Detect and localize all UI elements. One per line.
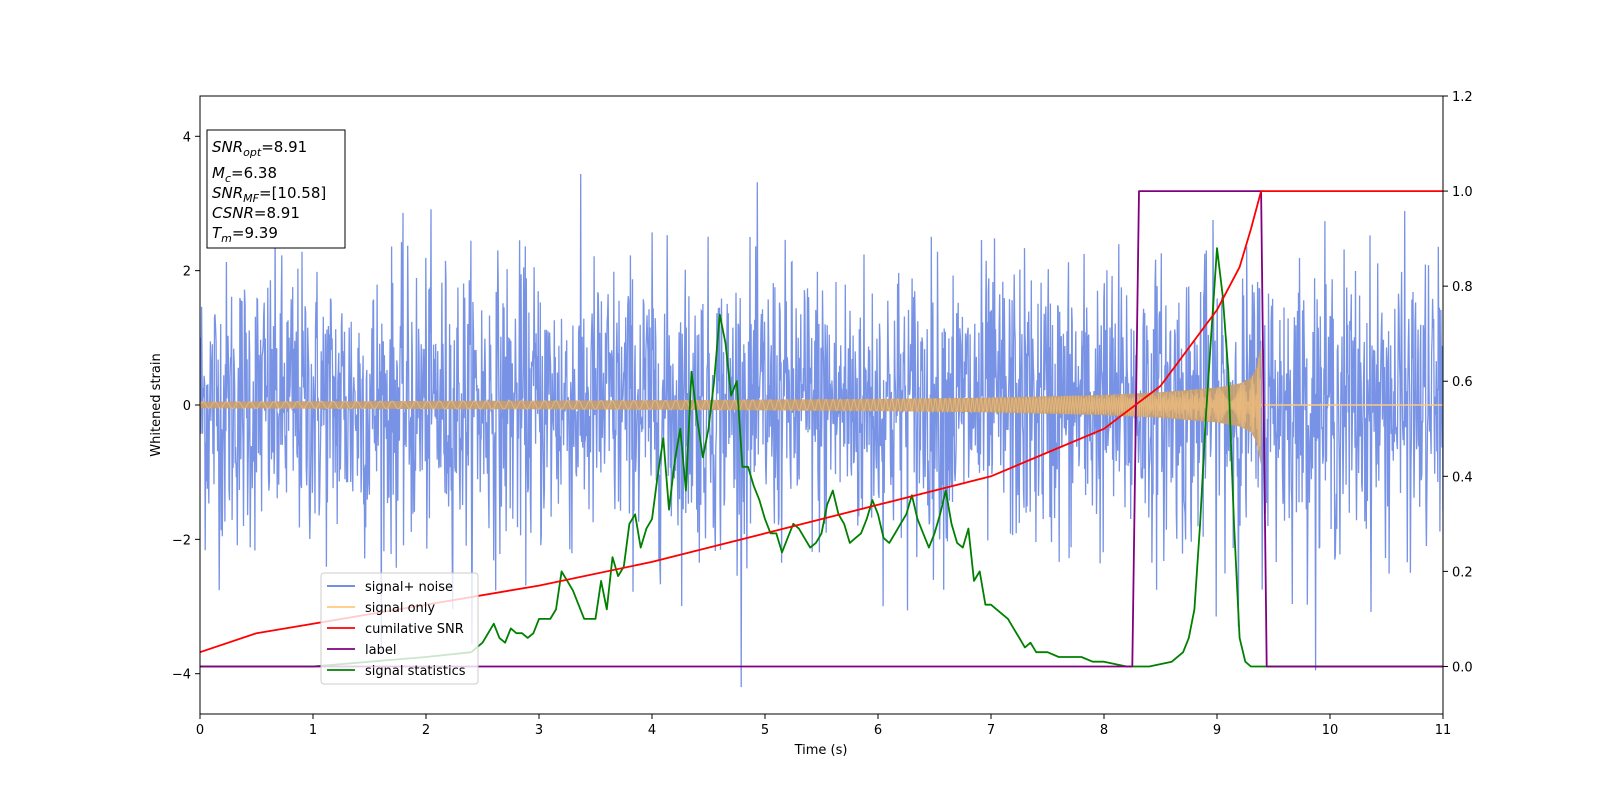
legend-label: signal only <box>365 601 435 616</box>
legend-label: label <box>365 643 396 658</box>
x-tick-label: 10 <box>1322 723 1339 738</box>
legend: signal+ noise signal only cumilative SNR la… <box>320 572 479 685</box>
x-tick-label: 2 <box>422 723 430 738</box>
annotation-value: =8.91 <box>261 138 307 156</box>
series-signal-plus-noise <box>200 173 1443 688</box>
x-tick-label: 5 <box>761 723 769 738</box>
y-axis-left: −4 −2 0 2 4 <box>172 130 200 683</box>
x-tick-label: 8 <box>1100 723 1108 738</box>
y-right-tick-label: 0.8 <box>1452 280 1473 295</box>
y-right-tick-label: 0.2 <box>1452 565 1473 580</box>
x-tick-label: 11 <box>1435 723 1452 738</box>
annotation-symbol: SNR <box>212 138 243 156</box>
x-axis: 0 1 2 3 4 5 6 7 8 9 10 11 <box>196 714 1451 738</box>
y-left-tick-label: 2 <box>183 265 191 280</box>
y-right-tick-label: 0.4 <box>1452 470 1473 485</box>
y-right-tick-label: 0.6 <box>1452 375 1473 390</box>
annotation-line: Tm=9.39 <box>212 224 278 245</box>
legend-label: signal+ noise <box>365 580 453 595</box>
annotation-subscript: m <box>221 232 232 245</box>
x-tick-label: 1 <box>309 723 317 738</box>
y-right-tick-label: 0.0 <box>1452 660 1473 675</box>
y-right-tick-label: 1.0 <box>1452 185 1473 200</box>
series-signal-only-envelope <box>200 344 1262 466</box>
annotation-line: SNRopt=8.91 <box>212 138 307 159</box>
annotation-symbol: M <box>212 164 225 182</box>
y-left-tick-label: −2 <box>172 533 191 548</box>
x-axis-label: Time (s) <box>794 743 848 758</box>
x-tick-label: 7 <box>987 723 995 738</box>
y-axis-right: 0.0 0.2 0.4 0.6 0.8 1.0 1.2 <box>1443 90 1473 675</box>
series-label <box>200 190 1443 668</box>
annotation-line: CSNR=8.91 <box>212 204 300 222</box>
annotation-subscript: c <box>225 172 231 185</box>
y-axis-label: Whitened strain <box>149 353 164 456</box>
annotation-value: =6.38 <box>231 164 277 182</box>
legend-frame <box>320 572 479 685</box>
x-tick-label: 6 <box>874 723 882 738</box>
x-tick-label: 9 <box>1213 723 1221 738</box>
series-signal-only <box>200 357 1262 451</box>
y-left-tick-label: 4 <box>183 130 191 145</box>
legend-label: signal statistics <box>365 664 466 679</box>
x-tick-label: 4 <box>648 723 656 738</box>
annotation-line: Mc=6.38 <box>212 164 277 185</box>
annotation-subscript: MF <box>243 192 259 205</box>
stats-annotation-box: SNRopt=8.91Mc=6.38SNRMF=[10.58]CSNR=8.91… <box>206 129 346 249</box>
annotation-value: =9.39 <box>232 224 278 242</box>
y-left-tick-label: 0 <box>183 399 191 414</box>
y-right-tick-label: 1.2 <box>1452 90 1473 105</box>
annotation-frame <box>206 129 346 249</box>
annotation-symbol: CSNR <box>212 204 254 222</box>
annotation-line: SNRMF=[10.58] <box>212 184 326 205</box>
annotation-value: =8.91 <box>254 204 300 222</box>
annotation-subscript: opt <box>243 146 262 159</box>
annotation-value: =[10.58] <box>259 184 326 202</box>
x-tick-label: 3 <box>535 723 543 738</box>
x-tick-label: 0 <box>196 723 204 738</box>
legend-label: cumilative SNR <box>365 622 464 637</box>
annotation-symbol: T <box>212 224 223 242</box>
y-left-tick-label: −4 <box>172 668 191 683</box>
annotation-symbol: SNR <box>212 184 243 202</box>
